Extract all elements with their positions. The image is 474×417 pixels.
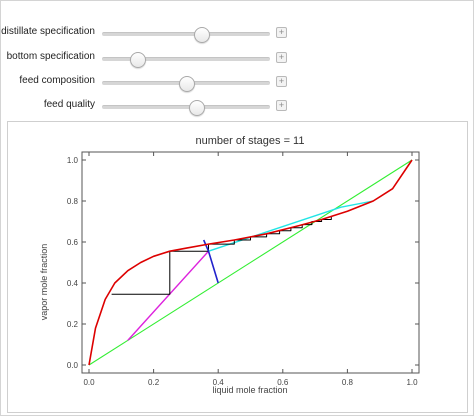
y-tick-label: 0.6 bbox=[67, 238, 79, 247]
stripping-line bbox=[127, 250, 210, 341]
distillate-slider[interactable] bbox=[102, 27, 270, 43]
control-label-distillate: distillate specification bbox=[1, 26, 95, 37]
y-tick-label: 0.4 bbox=[67, 279, 79, 288]
feed-composition-plus-button[interactable]: + bbox=[276, 76, 287, 87]
control-label-bottom: bottom specification bbox=[6, 51, 95, 62]
control-row-distillate: distillate specification + bbox=[1, 23, 473, 43]
distillate-slider-thumb[interactable] bbox=[194, 27, 211, 43]
chart-title: number of stages = 11 bbox=[196, 135, 305, 147]
x-axis-label: liquid mole fraction bbox=[212, 385, 287, 395]
axis-ticks: 0.0 0.2 0.4 0.6 0.8 1.0 0.0 0.2 0.4 0.6 0.8 1.0 bbox=[67, 152, 419, 387]
q-line-line bbox=[202, 239, 219, 284]
chart-curves bbox=[88, 159, 413, 366]
control-row-bottom: bottom specification + bbox=[1, 48, 473, 68]
y-tick-label: 1.0 bbox=[67, 156, 79, 165]
stages-line bbox=[111, 216, 332, 295]
x-tick-label: 1.0 bbox=[406, 378, 418, 387]
feed-composition-slider[interactable] bbox=[102, 76, 270, 92]
controls-panel: distillate specification + bottom specif… bbox=[1, 1, 473, 119]
bottom-plus-button[interactable]: + bbox=[276, 52, 287, 63]
diagonal-line bbox=[88, 159, 413, 366]
feed-quality-slider-thumb[interactable] bbox=[189, 100, 206, 116]
x-tick-label: 0.8 bbox=[342, 378, 354, 387]
y-tick-label: 0.2 bbox=[67, 320, 79, 329]
bottom-slider[interactable] bbox=[102, 52, 270, 68]
control-row-feed-composition: feed composition + bbox=[1, 72, 473, 92]
x-tick-label: 0.6 bbox=[277, 378, 289, 387]
y-tick-label: 0.8 bbox=[67, 197, 79, 206]
y-tick-label: 0.0 bbox=[67, 361, 79, 370]
bottom-slider-thumb[interactable] bbox=[130, 52, 147, 68]
distillate-plus-button[interactable]: + bbox=[276, 27, 287, 38]
mccabe-thiele-chart: number of stages = 11 liquid mole fracti… bbox=[39, 135, 420, 395]
feed-quality-plus-button[interactable]: + bbox=[276, 100, 287, 111]
control-label-feed-composition: feed composition bbox=[19, 75, 95, 86]
feed-quality-slider[interactable] bbox=[102, 100, 270, 116]
y-axis-label: vapor mole fraction bbox=[39, 244, 49, 321]
control-row-feed-quality: feed quality + bbox=[1, 96, 473, 116]
plot-panel: number of stages = 11 liquid mole fracti… bbox=[7, 121, 468, 413]
feed-composition-slider-thumb[interactable] bbox=[179, 76, 195, 92]
plot-frame bbox=[81, 151, 420, 374]
equilibrium-line bbox=[88, 159, 413, 366]
control-label-feed-quality: feed quality bbox=[43, 99, 95, 110]
x-tick-label: 0.2 bbox=[148, 378, 160, 387]
x-tick-label: 0.4 bbox=[213, 378, 225, 387]
x-tick-label: 0.0 bbox=[83, 378, 95, 387]
